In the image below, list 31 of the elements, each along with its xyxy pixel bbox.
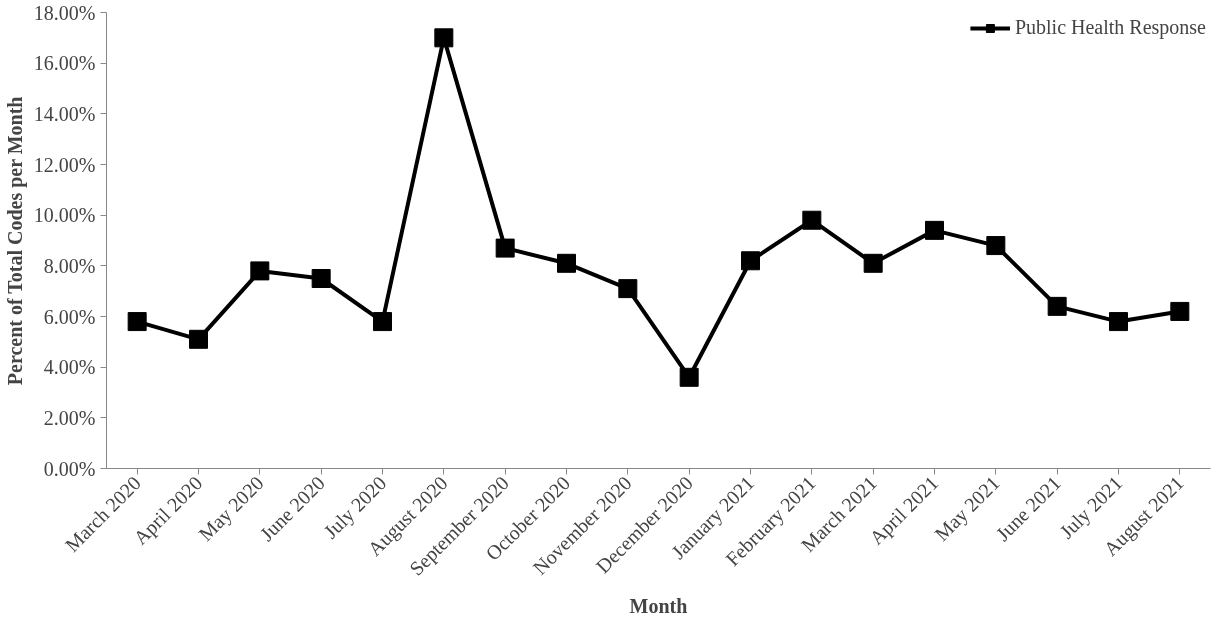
point <box>802 210 822 230</box>
point <box>434 28 454 48</box>
point <box>250 261 270 281</box>
point <box>1047 296 1067 316</box>
point <box>986 236 1006 256</box>
y-tick-label: 10.00% <box>33 204 96 227</box>
point <box>1109 312 1128 332</box>
legend-label: Public Health Response <box>1014 16 1206 39</box>
point <box>925 220 944 240</box>
point <box>1170 301 1190 321</box>
point <box>373 312 392 332</box>
point <box>189 329 208 349</box>
y-tick-label: 0.00% <box>43 457 96 480</box>
point <box>495 238 515 258</box>
y-tick-label: 6.00% <box>43 305 96 328</box>
y-tick-label: 12.00% <box>33 153 96 176</box>
y-axis-title: Percent of Total Codes per Month <box>3 96 27 386</box>
point <box>127 312 147 332</box>
point <box>557 253 576 273</box>
y-tick-label: 2.00% <box>43 406 96 429</box>
x-axis-title: Month <box>629 595 688 618</box>
y-tick-label: 16.00% <box>33 52 96 75</box>
point <box>311 269 331 288</box>
point <box>618 279 638 299</box>
point <box>679 367 699 387</box>
point <box>863 253 883 273</box>
y-tick-label: 18.00% <box>33 1 96 24</box>
point <box>741 251 760 271</box>
y-tick-label: 14.00% <box>33 102 96 125</box>
y-tick-label: 4.00% <box>43 356 96 379</box>
y-tick-label: 8.00% <box>43 254 96 277</box>
